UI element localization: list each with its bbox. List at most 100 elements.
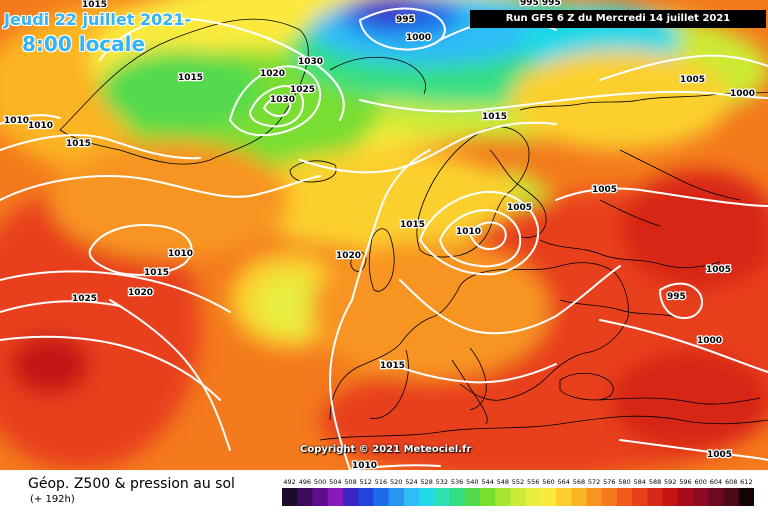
scale-tick-label: 608 xyxy=(725,478,737,486)
forecast-date: Jeudi 22 juillet 2021- xyxy=(4,10,192,29)
scale-tick-label: 508 xyxy=(344,478,356,486)
scale-swatch xyxy=(632,488,648,506)
scale-swatch xyxy=(342,488,359,506)
isobar-label: 1010 xyxy=(456,227,481,237)
isobar-label: 1015 xyxy=(380,361,405,371)
legend-title: Géop. Z500 & pression au sol xyxy=(28,476,235,492)
scale-swatch xyxy=(373,488,390,506)
scale-tick-label: 512 xyxy=(360,478,372,486)
scale-swatch xyxy=(388,488,405,506)
copyright: Copyright © 2021 Meteociel.fr xyxy=(300,444,472,455)
scale-swatch xyxy=(662,488,679,506)
isobar-label: 1010 xyxy=(28,121,53,131)
scale-tick-label: 592 xyxy=(664,478,676,486)
scale-tick-label: 536 xyxy=(451,478,463,486)
isobar-label: 1030 xyxy=(270,95,295,105)
isobar-label: 1005 xyxy=(507,203,532,213)
isobar-label: 1025 xyxy=(72,294,97,304)
isobar-label: 1015 xyxy=(66,139,91,149)
geopotential-field xyxy=(0,0,768,470)
isobar-label: 1000 xyxy=(730,89,755,99)
scale-tick-label: 532 xyxy=(436,478,448,486)
legend-subtitle: (+ 192h) xyxy=(30,494,75,505)
scale-swatch xyxy=(282,488,298,506)
isobar-label: 1005 xyxy=(706,265,731,275)
scale-swatch xyxy=(479,488,496,506)
scale-swatch xyxy=(738,488,754,506)
scale-swatch xyxy=(434,488,450,506)
scale-tick-label: 496 xyxy=(299,478,311,486)
scale-swatch xyxy=(403,488,420,506)
isobar-label: 1000 xyxy=(697,336,722,346)
scale-swatch xyxy=(708,488,725,506)
scale-swatch xyxy=(525,488,542,506)
isobar-label: 1015 xyxy=(178,73,203,83)
scale-tick-label: 572 xyxy=(588,478,600,486)
scale-tick-label: 544 xyxy=(481,478,493,486)
isobar-label: 1025 xyxy=(290,85,315,95)
isobar-label: 1015 xyxy=(400,220,425,230)
scale-tick-label: 612 xyxy=(740,478,752,486)
isobar-label: 1005 xyxy=(680,75,705,85)
isobar-label: 1000 xyxy=(406,33,431,43)
scale-swatch xyxy=(449,488,466,506)
scale-tick-label: 588 xyxy=(649,478,661,486)
scale-swatch xyxy=(358,488,374,506)
scale-swatch xyxy=(723,488,740,506)
isobar-label: 1010 xyxy=(352,461,377,470)
scale-tick-label: 576 xyxy=(603,478,615,486)
isobar-label: 1015 xyxy=(144,268,169,278)
scale-tick-label: 524 xyxy=(405,478,417,486)
scale-tick-label: 564 xyxy=(557,478,569,486)
scale-tick-label: 604 xyxy=(710,478,722,486)
isobar-label: 1010 xyxy=(168,249,193,259)
scale-tick-label: 600 xyxy=(694,478,706,486)
scale-swatch xyxy=(297,488,313,506)
scale-swatch xyxy=(616,488,633,506)
isobar-label: 1020 xyxy=(260,69,285,79)
scale-swatch xyxy=(327,488,344,506)
coastlines xyxy=(59,18,768,441)
scale-swatch xyxy=(677,488,694,506)
scale-swatch xyxy=(586,488,603,506)
scale-tick-label: 596 xyxy=(679,478,691,486)
forecast-time: 8:00 locale xyxy=(22,32,146,56)
scale-tick-label: 548 xyxy=(497,478,509,486)
isobar-label: 995 xyxy=(667,292,686,302)
scale-swatch xyxy=(540,488,557,506)
scale-swatch xyxy=(571,488,588,506)
scale-tick-label: 568 xyxy=(573,478,585,486)
scale-tick-label: 528 xyxy=(420,478,432,486)
color-scale: 492 496 500 504 508 512 516 520 524 528 532 536 540 5… xyxy=(282,478,754,506)
scale-tick-label: 540 xyxy=(466,478,478,486)
isobar-label: 1015 xyxy=(482,112,507,122)
scale-tick-label: 556 xyxy=(527,478,539,486)
isobar-label: 1010 xyxy=(4,116,29,126)
scale-swatch xyxy=(647,488,664,506)
run-info: Run GFS 6 Z du Mercredi 14 juillet 2021 xyxy=(470,10,766,28)
isobar-label: 995 xyxy=(396,15,415,25)
scale-tick-label: 580 xyxy=(618,478,630,486)
scale-swatch xyxy=(464,488,481,506)
isobar-label: 1005 xyxy=(592,185,617,195)
isobar-label: 1020 xyxy=(128,288,153,298)
scale-swatch xyxy=(556,488,572,506)
isobar-label: 1030 xyxy=(298,57,323,67)
scale-tick-label: 500 xyxy=(314,478,326,486)
scale-tick-label: 584 xyxy=(634,478,646,486)
isobar-label: 1005 xyxy=(707,450,732,460)
scale-swatch xyxy=(495,488,511,506)
scale-swatch xyxy=(419,488,435,506)
scale-swatch xyxy=(312,488,329,506)
isobar-label: 1015 xyxy=(82,0,107,10)
scale-tick-label: 504 xyxy=(329,478,341,486)
scale-tick-label: 560 xyxy=(542,478,554,486)
scale-swatch xyxy=(693,488,709,506)
scale-tick-label: 520 xyxy=(390,478,402,486)
scale-tick-label: 552 xyxy=(512,478,524,486)
scale-swatch xyxy=(601,488,618,506)
scale-swatch xyxy=(510,488,527,506)
